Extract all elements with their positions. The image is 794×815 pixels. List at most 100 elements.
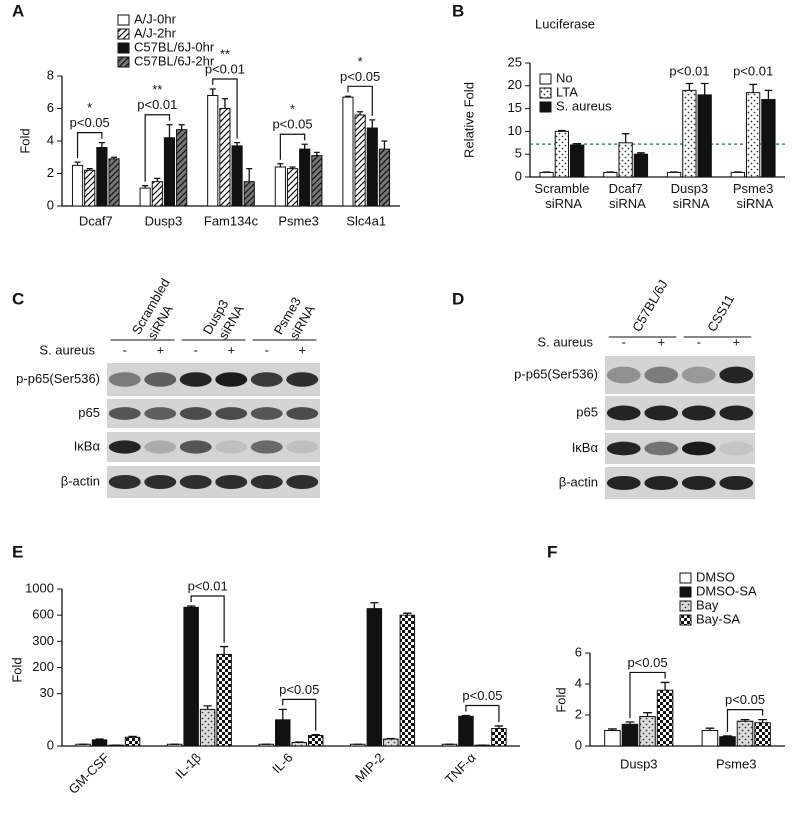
error-bar <box>758 719 767 723</box>
x-tick-label: IL-6 <box>269 750 295 776</box>
blot-band <box>286 372 319 387</box>
error-bar <box>277 163 284 167</box>
blot-band <box>179 372 212 387</box>
blot-band <box>606 405 641 421</box>
panel-letter: A <box>12 1 24 20</box>
blot-strip <box>107 466 320 498</box>
bar <box>570 144 585 178</box>
p-value: p<0.05 <box>70 115 110 130</box>
chart-title: Luciferase <box>535 16 595 31</box>
bar <box>108 158 120 207</box>
error-bar <box>403 612 412 616</box>
y-axis-label: Fold <box>9 657 24 682</box>
y-tick-label: 2 <box>575 706 582 721</box>
error-bar <box>74 161 81 166</box>
bar <box>207 95 219 207</box>
blot-band <box>606 475 641 491</box>
legend-swatch <box>539 73 552 85</box>
error-bar <box>637 152 645 155</box>
legend-swatch <box>679 572 692 584</box>
y-tick-label: 20 <box>508 77 522 92</box>
blot-band <box>250 474 283 490</box>
treatment-label: S. aureus <box>39 342 95 357</box>
treatment-sign: + <box>298 342 306 357</box>
panel-letter: F <box>547 542 557 561</box>
treatment-sign: - <box>265 342 269 357</box>
error-bar <box>221 98 228 109</box>
bar <box>286 168 299 207</box>
error-bar <box>178 124 185 130</box>
bar <box>730 171 745 178</box>
blot-band <box>681 441 716 456</box>
blot-band <box>681 366 716 384</box>
x-tick-label: Scramble siRNA <box>534 181 589 211</box>
treatment-sign: - <box>622 334 626 349</box>
x-tick-label: Slc4a1 <box>346 213 386 228</box>
bar <box>96 147 108 207</box>
blot-band <box>644 366 679 384</box>
bar <box>219 108 231 207</box>
error-bar <box>98 141 105 148</box>
blot-band <box>250 440 283 454</box>
error-bar <box>700 82 709 95</box>
error-bar <box>685 82 694 91</box>
x-tick-label: IL-1β <box>172 750 204 782</box>
bar <box>163 137 176 207</box>
blot-band <box>719 475 754 491</box>
treatment-sign: + <box>657 334 665 349</box>
error-bar <box>386 737 395 740</box>
legend-swatch <box>679 586 692 598</box>
blot-band <box>719 441 754 456</box>
bar <box>307 735 324 747</box>
significance-bracket <box>144 114 171 182</box>
significance-bracket <box>726 709 764 732</box>
blot-band <box>144 407 177 420</box>
significance-bracket <box>465 704 500 722</box>
bar <box>378 148 391 207</box>
group-label: Psme3 siRNA <box>271 294 318 345</box>
blot-band <box>644 441 679 456</box>
y-tick-label: 10 <box>508 123 522 138</box>
bar <box>299 148 311 207</box>
p-value: p<0.01 <box>205 61 245 76</box>
bar <box>274 166 286 207</box>
error-bar <box>203 705 212 710</box>
error-bar <box>278 708 287 720</box>
y-tick-label: 30 <box>40 685 54 700</box>
significance-bracket <box>190 595 225 643</box>
blot-band <box>250 407 283 420</box>
legend-label: A/J-2hr <box>134 25 177 40</box>
blot-row-label: β-actin <box>61 473 100 488</box>
p-value: p<0.05 <box>279 682 319 697</box>
y-axis-label: Fold <box>553 687 568 712</box>
legend-swatch <box>117 42 130 54</box>
p-value: p<0.01 <box>733 63 773 78</box>
error-bar <box>608 728 617 731</box>
bar <box>639 716 656 747</box>
blot-band <box>644 475 679 491</box>
y-tick-label: 6 <box>47 100 54 115</box>
legend-label: Bay <box>696 597 719 612</box>
blot-strip <box>107 363 320 396</box>
blot-band <box>108 407 141 420</box>
bar <box>176 129 188 207</box>
legend-label: No <box>556 70 573 85</box>
significance-star: * <box>87 100 92 115</box>
legend-swatch <box>679 614 692 626</box>
x-tick-label: Dcaf7 siRNA <box>605 181 646 211</box>
group-label: Scrambled siRNA <box>129 276 187 345</box>
treatment-label: S. aureus <box>537 334 593 349</box>
bar <box>621 723 639 747</box>
blot-row-label: p-p65(Ser536) <box>514 366 598 381</box>
x-tick-label: TNF-α <box>442 750 479 787</box>
y-tick-label: 25 <box>508 54 522 69</box>
error-bar <box>764 89 773 100</box>
blot-band <box>144 474 177 490</box>
y-tick-label: 0 <box>515 168 522 183</box>
error-bar <box>344 95 351 98</box>
x-tick-label: Psme3 <box>716 756 756 771</box>
panel-letter: D <box>452 289 464 308</box>
group-label: Dusp3 siRNA <box>200 294 247 345</box>
significance-bracket <box>347 85 373 116</box>
